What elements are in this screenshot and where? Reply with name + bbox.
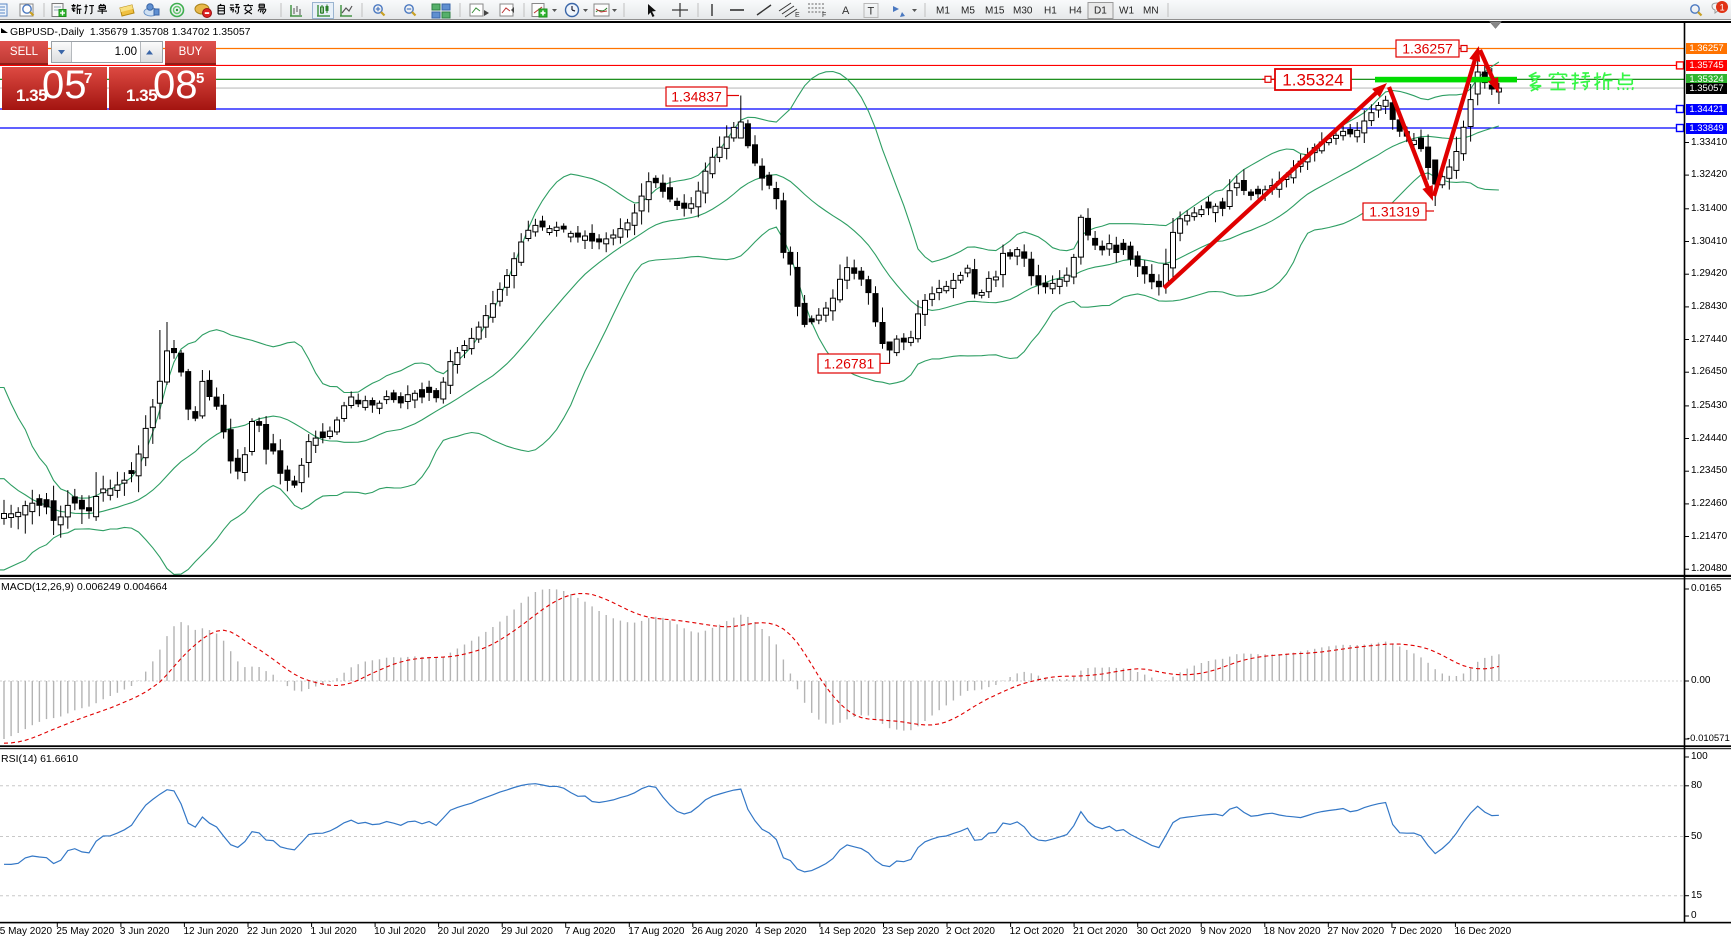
svg-text:W1: W1 — [1119, 6, 1134, 17]
svg-text:D1: D1 — [1094, 6, 1107, 17]
svg-text:T: T — [868, 6, 875, 18]
svg-text:1.34837: 1.34837 — [671, 89, 722, 105]
svg-text:H1: H1 — [1044, 6, 1057, 17]
svg-text:E: E — [795, 12, 800, 19]
svg-text:1: 1 — [1720, 3, 1725, 13]
svg-text:1.31319: 1.31319 — [1369, 204, 1420, 220]
svg-text:H4: H4 — [1069, 6, 1082, 17]
svg-text:M5: M5 — [961, 6, 975, 17]
svg-text:A: A — [842, 5, 850, 17]
svg-text:F: F — [822, 12, 826, 19]
svg-text:M15: M15 — [985, 6, 1005, 17]
svg-text:1.35324: 1.35324 — [1282, 71, 1343, 90]
svg-text:MN: MN — [1143, 6, 1159, 17]
svg-text:1.26781: 1.26781 — [824, 356, 875, 372]
svg-text:1.36257: 1.36257 — [1402, 41, 1453, 57]
svg-text:M1: M1 — [936, 6, 950, 17]
svg-text:M30: M30 — [1013, 6, 1033, 17]
